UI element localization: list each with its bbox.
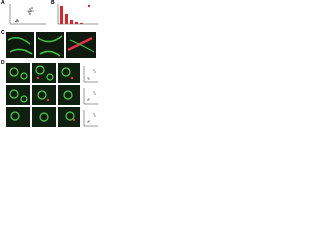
bar [80,23,83,24]
stain [69,39,95,53]
panel-label: A [1,0,5,6]
micrograph [58,63,80,83]
dot-plots [83,66,98,127]
panel-label: D [1,60,5,66]
stain [37,35,63,57]
panel-b: B [51,0,98,25]
micrograph [32,107,56,127]
bar [70,20,73,24]
stain [36,76,76,122]
bar [65,14,68,24]
micrograph [6,32,34,58]
dot-points [87,69,96,123]
scatter-points [15,7,33,23]
panel-label: B [51,0,55,6]
panel-c: C [1,30,96,58]
stain [7,37,33,55]
micrograph [58,107,80,127]
micrograph [32,63,56,83]
bar [75,22,78,24]
figure: A B C D [1,0,98,127]
panel-label: C [1,30,5,36]
legend-swatch [88,5,90,7]
stain [9,65,75,122]
panel-d: D [1,60,98,127]
bar [60,6,63,24]
micrograph [6,107,30,127]
micrograph [32,85,56,105]
panel-a: A [1,0,46,25]
micrograph [58,85,80,105]
